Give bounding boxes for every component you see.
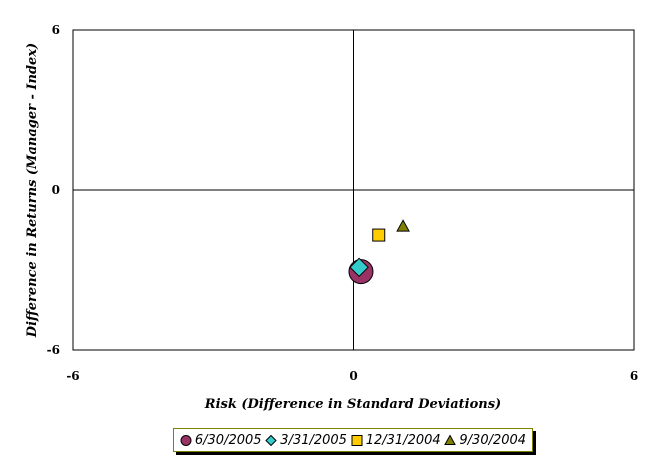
legend-item: 6/30/2005 — [180, 433, 262, 448]
legend-label: 12/31/2004 — [365, 432, 441, 448]
y-tick-label: 0 — [52, 183, 60, 197]
y-tick-label: 6 — [52, 23, 60, 37]
y-tick-label: -6 — [47, 343, 60, 357]
legend-item: 12/31/2004 — [351, 433, 441, 448]
x-axis-label: Risk (Difference in Standard Deviations) — [204, 397, 501, 412]
data-point-diamond — [349, 257, 369, 278]
legend-label: 3/31/2005 — [280, 432, 347, 448]
diamond-marker-icon — [265, 434, 278, 446]
legend-label: 6/30/2005 — [194, 432, 262, 448]
square-marker-icon — [351, 435, 363, 446]
x-tick-label: 0 — [349, 369, 357, 383]
legend-label: 9/30/2004 — [459, 432, 527, 448]
x-tick-label: 6 — [630, 369, 638, 383]
legend: 6/30/2005 3/31/2005 12/31/2004 9/30/2004 — [173, 428, 533, 452]
triangle-marker-icon — [444, 434, 457, 445]
y-axis-label: Difference in Returns (Manager - Index) — [25, 43, 40, 338]
legend-item: 3/31/2005 — [265, 433, 347, 448]
data-point-square — [372, 228, 386, 242]
x-tick-label: -6 — [66, 369, 79, 383]
data-point-triangle — [396, 219, 410, 232]
circle-marker-icon — [180, 435, 192, 446]
legend-item: 9/30/2004 — [444, 433, 526, 448]
